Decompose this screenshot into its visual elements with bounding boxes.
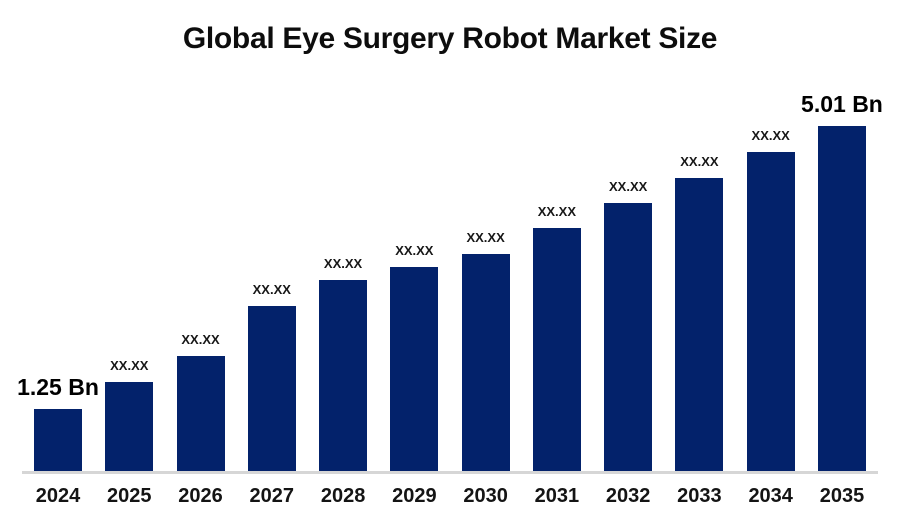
x-axis-tick-2025: 2025 (107, 485, 152, 507)
bar-2032 (604, 203, 653, 472)
x-axis-tick-2035: 2035 (819, 485, 865, 507)
bar-2034 (746, 152, 795, 472)
x-axis-tick-2027: 2027 (249, 485, 295, 507)
bar-2031 (532, 228, 581, 472)
bar-2030 (461, 254, 510, 472)
x-axis-line (22, 471, 878, 474)
x-axis-tick-2033: 2033 (677, 485, 722, 507)
bar-value-label-2025: XX.XX (110, 358, 149, 373)
bar-value-label-2024: 1.25 Bn (17, 374, 99, 400)
bar-value-label-2028: XX.XX (323, 256, 363, 271)
bar-2024 (34, 409, 82, 472)
x-axis-tick-2031: 2031 (534, 485, 580, 507)
bar-2026 (176, 356, 225, 472)
bar-2029 (390, 267, 439, 472)
bar-value-label-2034: XX.XX (751, 128, 790, 143)
bar-value-label-2027: XX.XX (252, 282, 291, 297)
bar-2033 (675, 178, 724, 472)
bar-value-label-2033: XX.XX (680, 154, 719, 169)
x-axis-tick-2028: 2028 (320, 485, 366, 507)
bar-value-label-2026: XX.XX (181, 332, 220, 347)
x-axis-tick-2024: 2024 (35, 485, 81, 507)
bar-2025 (105, 382, 154, 472)
x-axis-tick-2030: 2030 (463, 485, 508, 507)
bar-2028 (319, 280, 368, 472)
bar-value-label-2035: 5.01 Bn (801, 91, 883, 117)
bar-2027 (247, 306, 296, 472)
x-axis-tick-2029: 2029 (392, 485, 437, 507)
bar-2035 (817, 126, 866, 472)
bar-value-label-2031: XX.XX (537, 204, 577, 219)
bar-value-label-2030: XX.XX (466, 230, 505, 245)
plot-area: 1.25 Bn XX.XX XX.XX XX.XX XX.XX XX.XX XX.XX XX.… (17, 91, 883, 472)
bar-value-label-2029: XX.XX (395, 243, 434, 258)
x-axis-tick-2034: 2034 (748, 485, 793, 507)
x-axis-tick-2026: 2026 (178, 485, 223, 507)
chart-title: Global Eye Surgery Robot Market Size (182, 22, 718, 55)
x-axis-labels: 2024 2025 2026 2027 2028 2029 2030 2031 2032 2033… (0, 485, 900, 511)
x-axis-tick-2032: 2032 (605, 485, 651, 507)
bar-value-label-2032: XX.XX (609, 179, 648, 194)
